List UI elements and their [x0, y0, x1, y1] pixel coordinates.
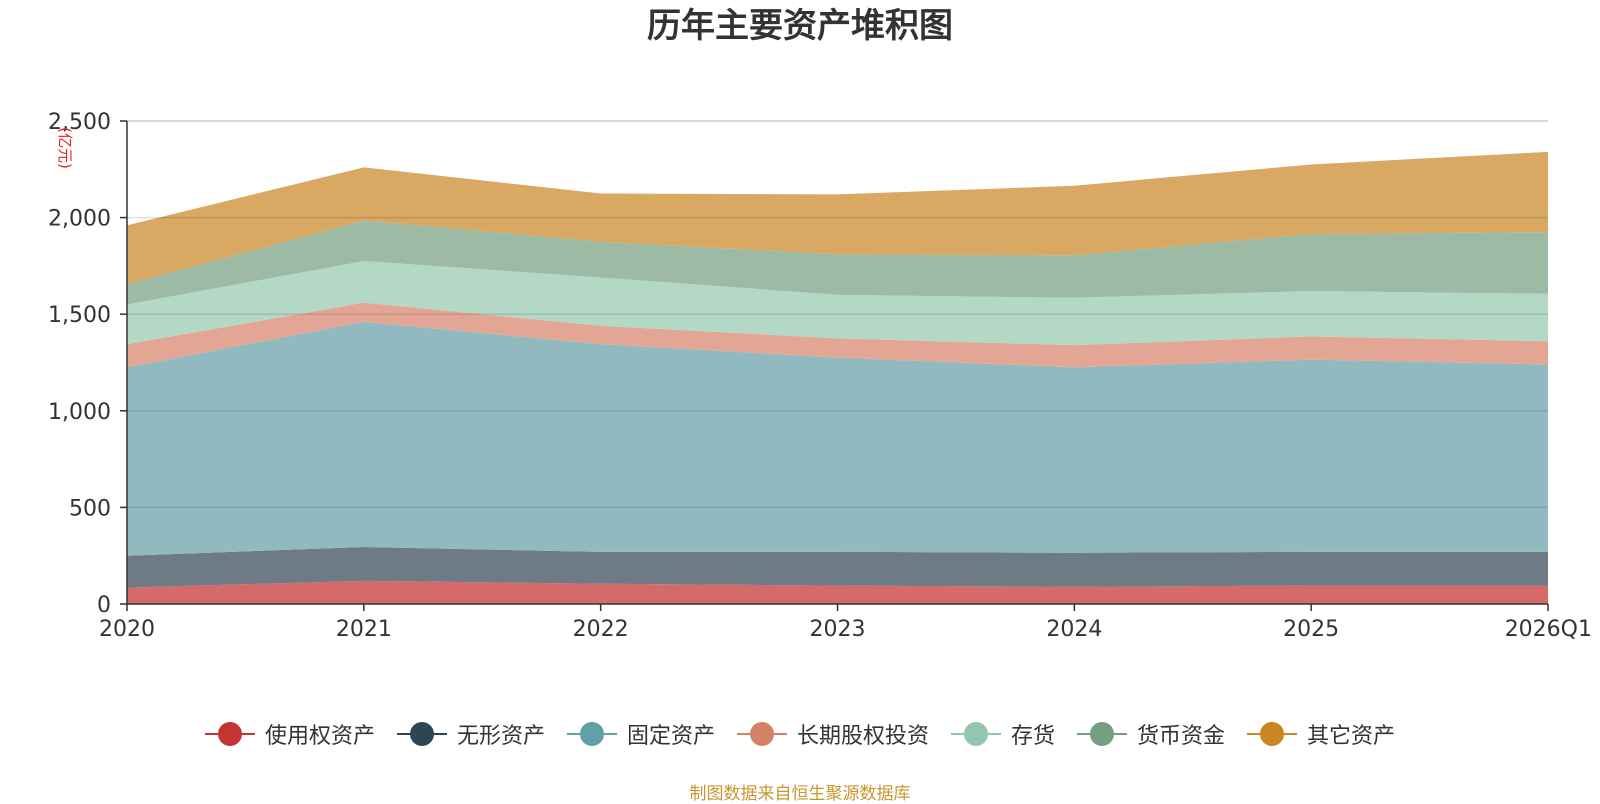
- legend-marker-icon: [1077, 722, 1128, 746]
- area-series-7: [127, 151, 1548, 285]
- source-note: 制图数据来自恒生聚源数据库: [689, 784, 911, 804]
- legend-label: 长期股权投资: [796, 724, 929, 749]
- legend-label: 货币资金: [1137, 724, 1226, 749]
- legend-item-1[interactable]: 使用权资产: [204, 718, 375, 750]
- axes: 0 500 1,000 1,500 2,000 2,500 2020 2021 2022 2023…: [48, 110, 1592, 642]
- legend-label: 无形资产: [456, 724, 545, 749]
- legend-marker-icon: [566, 722, 617, 746]
- area-series-1: [127, 580, 1548, 604]
- x-tick-label: 2021: [336, 617, 392, 642]
- legend-item-6[interactable]: 货币资金: [1077, 718, 1225, 750]
- y-tick-label: 1,500: [48, 303, 111, 328]
- area-series-5: [127, 261, 1548, 346]
- x-tick-label: 2024: [1046, 617, 1102, 642]
- x-tick-label: 2026Q1: [1505, 617, 1592, 642]
- y-tick-label: 1,000: [48, 400, 111, 425]
- legend-marker-icon: [951, 722, 1001, 746]
- legend-marker-icon: [396, 722, 447, 746]
- legend-marker-icon: [1247, 722, 1298, 746]
- x-tick-label: 2020: [99, 617, 155, 642]
- y-axis-label: (亿元): [56, 127, 74, 169]
- legend-item-5[interactable]: 存货: [951, 718, 1055, 750]
- legend-label: 使用权资产: [264, 724, 375, 749]
- x-tick-label: 2023: [810, 617, 866, 642]
- legend-marker-icon: [204, 722, 255, 746]
- legend-label: 存货: [1011, 724, 1056, 749]
- area-series-4: [127, 302, 1548, 368]
- area-series-3: [127, 321, 1548, 556]
- legend: 使用权资产 无形资产 固定资产 长期股权投资 存货 货币资金 其它资产: [0, 718, 1600, 750]
- stacked-areas: [127, 151, 1548, 604]
- legend-item-7[interactable]: 其它资产: [1247, 718, 1395, 750]
- legend-item-2[interactable]: 无形资产: [396, 718, 545, 750]
- y-tick-label: 500: [69, 496, 111, 521]
- legend-marker-icon: [736, 722, 787, 746]
- gridlines: [127, 120, 1548, 509]
- legend-item-3[interactable]: 固定资产: [566, 718, 715, 750]
- legend-item-4[interactable]: 长期股权投资: [736, 718, 929, 750]
- y-tick-label: 0: [97, 593, 111, 618]
- chart-title: 历年主要资产堆积图: [647, 6, 953, 46]
- legend-label: 其它资产: [1307, 724, 1396, 749]
- y-tick-label: 2,000: [48, 207, 111, 232]
- area-series-2: [127, 547, 1548, 588]
- legend-label: 固定资产: [626, 724, 715, 749]
- y-tick-label: 2,500: [48, 110, 111, 135]
- x-tick-label: 2025: [1283, 617, 1339, 642]
- area-series-6: [127, 220, 1548, 305]
- x-tick-label: 2022: [573, 617, 629, 642]
